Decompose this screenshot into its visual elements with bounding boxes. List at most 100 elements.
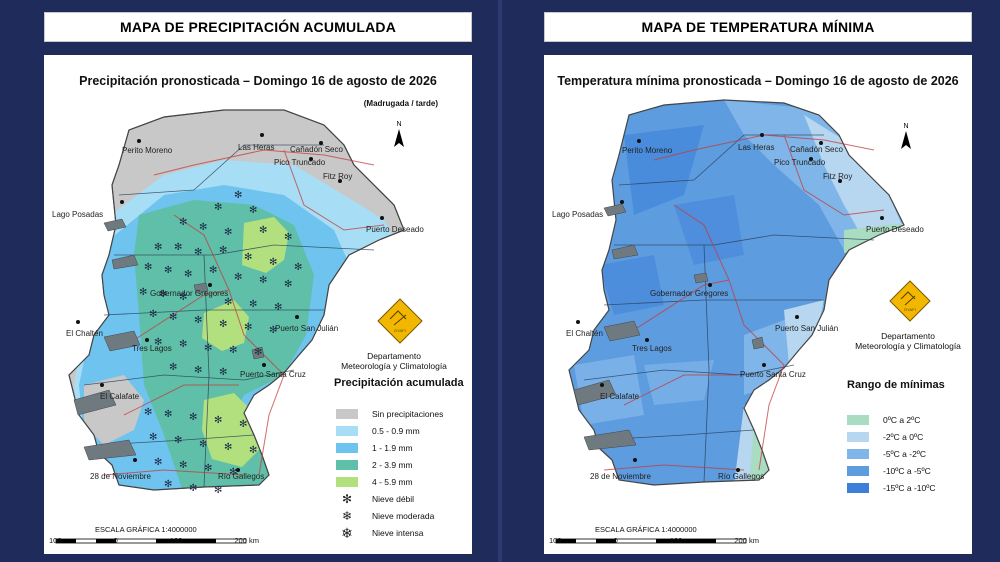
legend-item: 4 - 5.9 mm: [336, 473, 443, 490]
right-department-label: Departamento Meteorología y Climatología: [844, 331, 972, 351]
label-gobernador-gregores: Gobernador Gregores: [150, 289, 228, 298]
label-28-de-noviembre: 28 de Noviembre: [90, 472, 151, 481]
snowflake-moderate-icon: ❄: [341, 508, 353, 523]
temperature-map-panel: Temperatura mínima pronosticada – Doming…: [544, 55, 972, 554]
label-el-calafate: El Calafate: [100, 392, 140, 401]
logo-icon: DYAFI: [377, 298, 423, 344]
temperature-map-title: Temperatura mínima pronosticada – Doming…: [557, 74, 959, 88]
legend-item: 0.5 - 0.9 mm: [336, 422, 443, 439]
label-el-chalten: El Chaltén: [566, 329, 603, 338]
snowflake-icon: ✻: [164, 409, 172, 420]
snowflake-icon: ✻: [174, 242, 182, 253]
snowflake-icon: ✻: [224, 227, 232, 238]
right-scale-label: ESCALA GRÁFICA 1:4000000: [595, 525, 697, 534]
snowflake-icon: ✻: [269, 325, 277, 336]
legend-label: 0.5 - 0.9 mm: [372, 425, 420, 436]
snowflake-icon: ✻: [229, 345, 237, 356]
label-pico-truncado: Pico Truncado: [274, 158, 326, 167]
temperature-legend-title: Rango de mínimas: [847, 379, 945, 391]
snowflake-icon: ✻: [239, 419, 247, 430]
label-fitz-roy: Fitz Roy: [823, 172, 852, 181]
snowflake-icon: ✻: [219, 367, 227, 378]
snowflake-icon: ✻: [169, 362, 177, 373]
label-canadon-seco: Cañadón Seco: [290, 145, 343, 154]
scale-tick: 200 km: [734, 536, 759, 545]
north-arrow-icon: N: [901, 123, 911, 149]
snowflake-icon: ✻: [194, 365, 202, 376]
snowflake-icon: ✻: [269, 257, 277, 268]
scale-bar: [55, 538, 247, 544]
snowflake-icon: ✻: [209, 265, 217, 276]
town-markers: [576, 133, 884, 472]
label-rio-gallegos: Río Gallegos: [718, 472, 764, 481]
snowflake-icon: ✻: [249, 445, 257, 456]
scale-tick: 200 km: [234, 536, 259, 545]
snowflake-icon: ✻: [224, 297, 232, 308]
snowflake-icon: ✻: [179, 217, 187, 228]
legend-item: ❄ Nieve moderada: [336, 507, 443, 524]
snowflake-icon: ✻: [219, 319, 227, 330]
snowflake-icon: ✻: [224, 442, 232, 453]
left-header: MAPA DE PRECIPITACIÓN ACUMULADA: [44, 12, 472, 42]
town-labels: Perito Moreno Las Heras Cañadón Seco Pic…: [52, 143, 424, 481]
left-scale-label: ESCALA GRÁFICA 1:4000000: [95, 525, 197, 534]
snowflake-icon: ✻: [174, 435, 182, 446]
label-tres-lagos: Tres Lagos: [632, 344, 672, 353]
legend-label: -2ºC a 0ºC: [883, 431, 924, 442]
temperature-legend: 0ºC a 2ºC -2ºC a 0ºC -5ºC a -2ºC -10ºC a -5…: [847, 411, 936, 496]
label-rio-gallegos: Río Gallegos: [218, 472, 264, 481]
legend-label: 2 - 3.9 mm: [372, 459, 413, 470]
snowflake-icon: ✻: [249, 299, 257, 310]
snowflake-icon: ✻: [284, 279, 292, 290]
legend-label: 0ºC a 2ºC: [883, 414, 921, 425]
snowflake-icon: ✻: [154, 457, 162, 468]
legend-item: ❄ Nieve intensa: [336, 524, 443, 541]
snowflake-icon: ✻: [254, 347, 262, 358]
department-line-1: Departamento: [367, 351, 421, 361]
snowflake-icon: ✻: [234, 190, 242, 201]
snowflake-icon: ✻: [284, 232, 292, 243]
label-el-chalten: El Chaltén: [66, 329, 103, 338]
snowflake-icon: ✻: [144, 262, 152, 273]
snowflake-icon: ✻: [199, 439, 207, 450]
snowflake-weak-icon: ✻: [341, 491, 353, 506]
scale-tick: 0: [113, 536, 118, 545]
snowflake-icon: ✻: [294, 262, 302, 273]
legend-item: 2 - 3.9 mm: [336, 456, 443, 473]
legend-label: -10ºC a -5ºC: [883, 465, 931, 476]
legend-item: Sin precipitaciones: [336, 405, 443, 422]
label-fitz-roy: Fitz Roy: [323, 172, 352, 181]
department-line-2: Meteorología y Climatología: [855, 341, 961, 351]
snowflake-icon: ✻: [164, 479, 172, 490]
snowflake-icon: ✻: [154, 242, 162, 253]
logo-text: DYAFI: [904, 307, 915, 312]
snowflake-icon: ✻: [179, 292, 187, 303]
center-divider: [498, 0, 502, 562]
department-line-1: Departamento: [881, 331, 935, 341]
snowflake-icon: ✻: [259, 225, 267, 236]
label-las-heras: Las Heras: [738, 143, 774, 152]
snowflake-icon: ✻: [144, 407, 152, 418]
department-line-2: Meteorología y Climatología: [341, 361, 447, 371]
legend-label: Nieve moderada: [372, 510, 435, 521]
precipitation-legend: Sin precipitaciones 0.5 - 0.9 mm 1 - 1.9 m…: [336, 405, 443, 541]
snowflake-icon: ✻: [229, 467, 237, 478]
snowflake-icon: ✻: [179, 460, 187, 471]
snowflake-icon: ✻: [244, 322, 252, 333]
snowflake-icon: ✻: [204, 463, 212, 474]
lakes: [73, 218, 265, 461]
label-perito-moreno: Perito Moreno: [122, 146, 173, 155]
legend-swatch: [847, 431, 869, 442]
legend-item: -10ºC a -5ºC: [847, 462, 936, 479]
precipitation-zones: [68, 109, 405, 491]
label-puerto-deseado: Puerto Deseado: [366, 225, 424, 234]
legend-item: ✻ Nieve débil: [336, 490, 443, 507]
left-scale-ticks: 100 0 100 200 km: [49, 536, 259, 545]
scale-tick: 100: [669, 536, 683, 545]
precipitation-map-subtitle: (Madrugada / tarde): [363, 99, 438, 108]
legend-label: Nieve intensa: [372, 527, 424, 538]
precipitation-legend-title: Precipitación acumulada: [334, 377, 464, 389]
snowflake-icon: ✻: [214, 485, 222, 496]
legend-item: -5ºC a -2ºC: [847, 445, 936, 462]
scale-tick: 100: [549, 536, 562, 545]
